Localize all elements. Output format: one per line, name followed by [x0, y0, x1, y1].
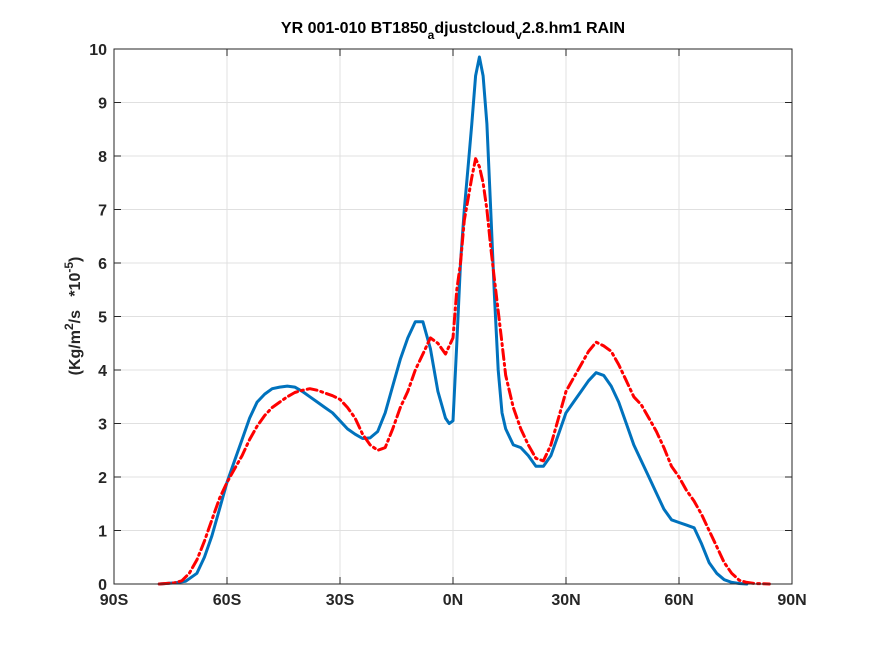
- y-tick-label: 8: [98, 149, 107, 166]
- x-tick-label: 30N: [551, 592, 580, 609]
- x-tick-label: 90N: [777, 592, 806, 609]
- y-axis-label-part-3: ): [67, 257, 84, 262]
- y-axis-label-part-2: /s *10: [67, 273, 84, 324]
- series-line-2: [157, 157, 771, 586]
- series-line-1: [157, 55, 749, 586]
- x-tick-label: 60N: [664, 592, 693, 609]
- tick-layer: 90S 60S 30S 0N 30N 60N 90N 0 1 2 3 4 5 6 7 8 9 10: [89, 42, 806, 609]
- series-layer: [157, 55, 771, 586]
- y-axis-label-sup-2: -5: [62, 262, 76, 273]
- y-tick-label: 9: [98, 96, 107, 113]
- y-tick-label: 7: [98, 203, 107, 220]
- chart-title-sub-2: v: [515, 28, 522, 42]
- y-tick-label: 0: [98, 577, 107, 594]
- y-tick-label: 4: [98, 363, 107, 380]
- y-axis-label: (Kg/m2/s *10-5): [62, 257, 84, 376]
- y-tick-label: 3: [98, 417, 107, 434]
- x-tick-label: 60S: [213, 592, 242, 609]
- y-axis-label-part-1: (Kg/m: [67, 330, 84, 375]
- x-tick-label: 30S: [326, 592, 355, 609]
- chart-title-prefix: YR 001-010 BT1850: [281, 20, 428, 37]
- chart-title: YR 001-010 BT1850adjustcloudv2.8.hm1 RAI…: [281, 20, 625, 42]
- y-tick-label: 5: [98, 310, 107, 327]
- x-tick-label: 0N: [443, 592, 463, 609]
- chart-title-middle: djustcloud: [434, 20, 515, 37]
- y-tick-label: 6: [98, 256, 107, 273]
- chart-title-sub-1: a: [428, 28, 435, 42]
- x-tick-label: 90S: [100, 592, 129, 609]
- y-axis-label-sup-1: 2: [62, 323, 76, 330]
- y-tick-label: 10: [89, 42, 107, 59]
- y-tick-label: 1: [98, 524, 107, 541]
- y-tick-label: 2: [98, 470, 107, 487]
- chart-title-suffix: 2.8.hm1 RAIN: [522, 20, 625, 37]
